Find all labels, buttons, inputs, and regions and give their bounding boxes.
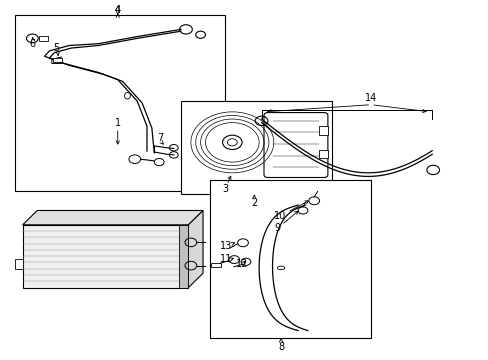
Text: 14: 14 [365, 93, 377, 103]
Bar [210, 180, 370, 338]
Bar [319, 126, 327, 135]
FancyBboxPatch shape [264, 113, 327, 177]
Bar [319, 149, 327, 158]
Bar [39, 36, 47, 41]
Text: 8: 8 [278, 342, 284, 352]
Bar [53, 58, 62, 62]
Polygon shape [22, 225, 188, 288]
Text: 4: 4 [114, 5, 121, 15]
Bar [15, 259, 22, 269]
Bar [178, 225, 188, 288]
Text: 13: 13 [220, 241, 232, 251]
Text: 7: 7 [157, 133, 163, 143]
Bar [181, 101, 331, 194]
Bar [211, 263, 221, 267]
Circle shape [222, 135, 242, 149]
Text: 11: 11 [220, 254, 232, 264]
Text: 6: 6 [30, 40, 36, 49]
Text: 5: 5 [54, 43, 60, 53]
Text: 1: 1 [114, 118, 121, 128]
Polygon shape [22, 211, 203, 225]
Text: 4: 4 [114, 5, 121, 15]
Text: 9: 9 [274, 224, 280, 233]
Bar [15, 15, 224, 191]
Text: 12: 12 [235, 259, 248, 269]
Text: 10: 10 [273, 211, 285, 221]
Text: 2: 2 [251, 198, 257, 208]
Text: 3: 3 [222, 184, 227, 194]
Polygon shape [188, 211, 203, 288]
